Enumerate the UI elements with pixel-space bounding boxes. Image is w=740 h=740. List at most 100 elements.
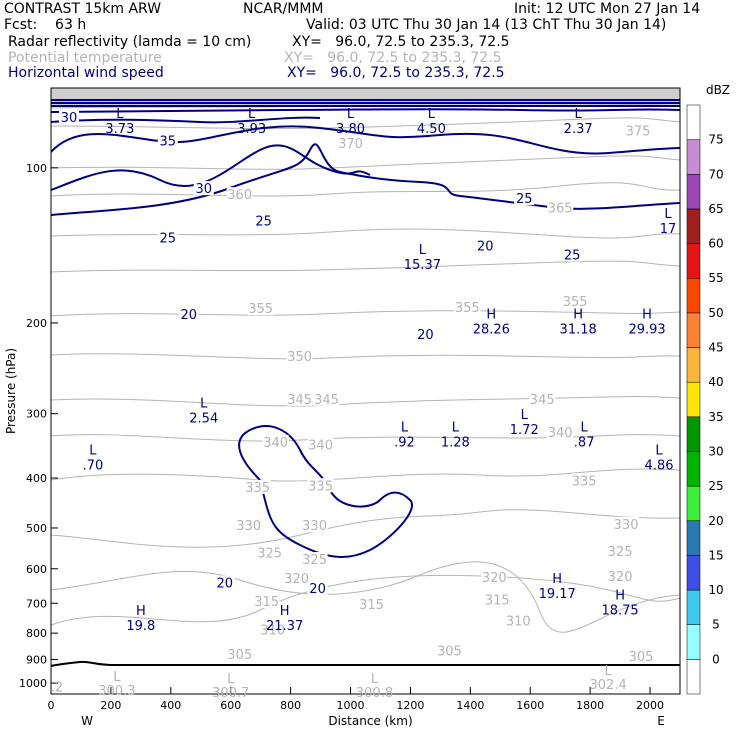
wind-label-bg [157,133,178,148]
wind-extremum-marker: H [280,604,290,619]
wind-label-bg [157,230,178,245]
colorbar-swatch [686,485,701,522]
theta-contour-line [51,353,680,360]
y-tick-label: 100 [26,162,47,175]
wind-label: 25 [516,192,533,207]
x-tick-label: 800 [280,699,301,712]
wind-extremum-value: 3.73 [105,122,134,137]
theta-extremum-value: 300.7 [212,686,249,701]
wind-label: 20 [309,582,326,597]
theta-label: 350 [287,350,312,365]
theta-label: 310 [506,615,531,630]
colorbar-level-label: 15 [708,548,723,562]
theta-extremum-value: 300.8 [356,686,393,701]
theta-contour-line [51,396,680,407]
theta-label-bg [481,569,508,584]
x-tick-label: 1400 [456,699,484,712]
theta-label-bg [253,593,280,608]
wind-extremum-value: 21.37 [266,619,303,634]
organization: NCAR/MMM [243,1,324,17]
theta-label-bg [628,649,655,664]
theta-contour-line [51,561,680,633]
theta-contour-line [51,434,680,442]
theta-extremum-marker: L [227,672,235,687]
wind-extremum-value: 4.50 [417,122,446,137]
wind-extremum-value: 18.75 [601,603,638,618]
wind-label-bg [415,326,436,341]
colorbar-swatch [686,659,701,695]
theta-label: 340 [263,436,288,451]
wind-contour-line [51,143,680,216]
model-title: CONTRAST 15km ARW [4,1,162,17]
wind-extremum-marker: H [642,307,652,322]
theta-contour-line [51,155,680,170]
colorbar-level-label: 70 [708,167,723,181]
wind-label: 30 [195,182,212,197]
wind-label-bg [178,306,199,321]
colorbar-level-label: 55 [708,271,723,285]
colorbar-level-label: 5 [712,618,720,632]
y-tick-label: 500 [26,522,47,535]
wind-label: 20 [181,308,198,323]
field-xy-wind: XY= 96.0, 72.5 to 235.3, 72.5 [287,65,505,81]
theta-extremum-marker: L [113,670,121,685]
wind-extremum-value: .70 [83,458,104,473]
theta-label-bg [625,123,652,138]
field-xy-reflectivity: XY= 96.0, 72.5 to 235.3, 72.5 [292,34,510,50]
colorbar-level-label: 35 [708,410,723,424]
colorbar-level-label: 25 [708,479,723,493]
x-axis-label: Distance (km) [328,714,412,728]
wind-extremum-marker: H [573,307,583,322]
theta-label-bg [613,516,640,531]
wind-contours [51,99,680,558]
forecast-hour: Fcst: 63 h [4,17,87,33]
theta-label-bg [607,544,634,559]
wind-extremum-value: 17 [660,222,677,237]
theta-contour-line [51,182,680,197]
wind-extremum-value: 4.86 [645,458,674,473]
theta-label-bg [607,568,634,583]
wind-extremum-marker: L [419,243,427,258]
theta-label: 375 [626,124,651,139]
theta-label: 325 [302,553,327,568]
x-tick-label: 1000 [337,699,365,712]
wind-label-bg [514,191,535,206]
wind-extremum-marker: L [581,421,589,436]
theta-label: 335 [572,474,597,489]
colorbar-level-label: 30 [708,444,723,458]
wind-extremum-marker: L [200,397,208,412]
colorbar-swatch [686,243,701,279]
theta-label: 335 [245,481,270,496]
colorbar-swatch [686,347,701,383]
colorbar-level-label: 45 [708,341,723,355]
theta-contour-line [51,509,680,548]
colorbar-swatch [686,104,701,140]
theta-label-bg [256,545,283,560]
theta-label-bg [247,301,274,316]
wind-extremum-marker: H [136,604,146,619]
theta-label: 360 [227,188,252,203]
colorbar-level-label: 75 [708,133,723,147]
theta-label: 320 [284,572,309,587]
colorbar-level-label: 40 [708,375,723,389]
theta-label: 305 [437,644,462,659]
theta-label-bg [226,646,253,661]
colorbar-swatch [686,139,701,175]
wind-label: 20 [477,239,494,254]
wind-label: 30 [61,111,78,126]
theta-label: 355 [455,301,480,316]
theta-label: 315 [485,594,510,609]
wind-contour-line [51,116,321,124]
wind-extremum-value: 1.72 [510,423,539,438]
theta-label-bg [244,479,271,494]
colorbar-swatch [686,312,701,348]
wind-extremum-marker: H [486,307,496,322]
wind-extremum-value: 1.28 [441,436,470,451]
colorbar-swatch [686,174,701,210]
wind-label: 20 [417,328,434,343]
theta-label: 320 [608,570,633,585]
theta-extremum-value: 302.4 [590,678,627,693]
theta-label-bg [505,613,532,628]
theta-label-bg [454,299,481,314]
